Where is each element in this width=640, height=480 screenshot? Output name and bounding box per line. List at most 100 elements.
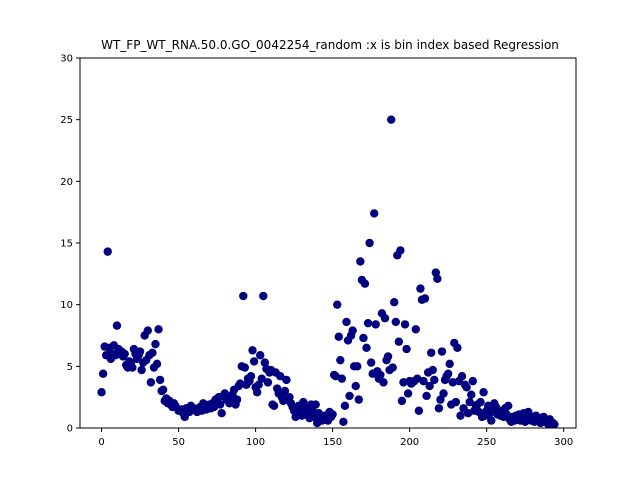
y-tick-label: 25 bbox=[60, 115, 73, 126]
data-point-258 bbox=[504, 401, 513, 410]
data-point-106 bbox=[269, 401, 279, 410]
y-tick-label: 15 bbox=[60, 239, 73, 250]
data-point-82 bbox=[232, 395, 242, 404]
data-point-207 bbox=[425, 381, 434, 391]
data-point-188 bbox=[396, 246, 405, 255]
x-tick-label: 100 bbox=[246, 437, 265, 448]
y-tick-label: 0 bbox=[67, 424, 73, 435]
x-tick-label: 150 bbox=[323, 437, 342, 448]
x-tick-label: 0 bbox=[98, 437, 104, 448]
data-point-147 bbox=[333, 300, 342, 309]
data-points bbox=[97, 115, 559, 429]
data-point-185 bbox=[391, 317, 400, 327]
data-point-219 bbox=[443, 369, 453, 378]
data-point-87 bbox=[240, 363, 250, 372]
y-tick-label: 10 bbox=[60, 300, 73, 311]
data-point-216 bbox=[439, 389, 448, 398]
plot-area: 0 50 100 150 200 250 300 0 5 10 15 20 25 30 bbox=[60, 54, 577, 448]
data-point-183 bbox=[388, 363, 397, 372]
data-point-40 bbox=[158, 385, 168, 394]
data-point-204 bbox=[420, 294, 430, 303]
data-point-15 bbox=[120, 349, 129, 359]
data-point-148 bbox=[334, 332, 343, 341]
data-point-168 bbox=[365, 238, 374, 248]
data-point-180 bbox=[383, 352, 393, 361]
x-tick-label: 50 bbox=[172, 437, 185, 448]
data-point-1 bbox=[98, 369, 108, 378]
data-point-36 bbox=[152, 359, 162, 369]
data-point-288 bbox=[550, 420, 559, 429]
data-point-240 bbox=[476, 397, 485, 407]
data-point-114 bbox=[282, 375, 291, 385]
data-point-192 bbox=[402, 344, 411, 354]
data-point-4 bbox=[103, 247, 112, 256]
x-tick-label: 300 bbox=[554, 437, 573, 448]
data-point-71 bbox=[215, 400, 225, 409]
x-tick-label: 250 bbox=[477, 437, 496, 448]
y-tick-label: 5 bbox=[67, 362, 73, 373]
data-point-224 bbox=[451, 397, 461, 407]
data-point-152 bbox=[340, 401, 350, 410]
data-point-228 bbox=[457, 372, 467, 381]
data-point-175 bbox=[376, 370, 385, 380]
data-point-172 bbox=[371, 320, 380, 329]
data-point-203 bbox=[419, 376, 428, 386]
data-point-157 bbox=[348, 326, 357, 335]
chart-title: WT_FP_WT_RNA.50.0.GO_0042254_random :x i… bbox=[101, 38, 559, 52]
data-point-164 bbox=[359, 333, 368, 343]
data-point-161 bbox=[354, 395, 364, 404]
data-point-159 bbox=[351, 381, 360, 391]
data-point-30 bbox=[143, 326, 152, 335]
data-point-95 bbox=[252, 388, 262, 397]
data-point-86 bbox=[239, 291, 248, 301]
data-point-233 bbox=[465, 397, 474, 407]
data-point-153 bbox=[342, 317, 351, 327]
x-axis: 0 50 100 150 200 250 300 bbox=[98, 428, 573, 448]
data-point-189 bbox=[397, 396, 407, 406]
y-axis: 0 5 10 15 20 25 30 bbox=[60, 54, 80, 435]
data-point-93 bbox=[249, 357, 259, 366]
data-point-92 bbox=[248, 346, 257, 355]
data-point-149 bbox=[336, 355, 345, 365]
data-point-215 bbox=[437, 347, 447, 356]
data-point-33 bbox=[148, 348, 157, 357]
data-point-102 bbox=[263, 378, 273, 387]
data-point-35 bbox=[151, 339, 160, 349]
data-point-227 bbox=[456, 411, 465, 420]
data-point-160 bbox=[353, 362, 362, 371]
data-point-169 bbox=[366, 358, 376, 367]
data-point-235 bbox=[468, 376, 477, 386]
data-point-98 bbox=[257, 374, 266, 383]
data-point-184 bbox=[390, 298, 399, 307]
data-point-97 bbox=[256, 351, 265, 360]
data-point-220 bbox=[445, 359, 454, 369]
data-point-234 bbox=[467, 390, 476, 399]
y-tick-label: 20 bbox=[60, 177, 73, 188]
data-point-225 bbox=[453, 343, 462, 353]
data-point-91 bbox=[246, 372, 256, 381]
data-point-37 bbox=[154, 325, 163, 334]
data-point-133 bbox=[311, 400, 320, 409]
data-point-182 bbox=[386, 115, 396, 124]
data-point-212 bbox=[433, 274, 442, 283]
data-point-32 bbox=[146, 378, 156, 387]
data-point-113 bbox=[280, 386, 290, 396]
data-point-99 bbox=[259, 291, 268, 301]
data-point-200 bbox=[414, 406, 424, 415]
data-point-144 bbox=[328, 410, 337, 419]
data-point-205 bbox=[422, 391, 431, 401]
data-point-209 bbox=[428, 365, 437, 375]
x-tick-label: 200 bbox=[400, 437, 419, 448]
data-point-187 bbox=[394, 337, 404, 346]
data-point-247 bbox=[487, 416, 496, 425]
data-point-20 bbox=[128, 363, 137, 372]
data-point-198 bbox=[411, 325, 420, 334]
data-point-162 bbox=[356, 257, 365, 266]
data-point-208 bbox=[427, 348, 436, 357]
data-point-171 bbox=[370, 209, 379, 218]
data-point-151 bbox=[339, 417, 348, 427]
data-point-72 bbox=[217, 409, 226, 418]
data-point-165 bbox=[360, 279, 370, 288]
data-point-26 bbox=[137, 365, 146, 375]
